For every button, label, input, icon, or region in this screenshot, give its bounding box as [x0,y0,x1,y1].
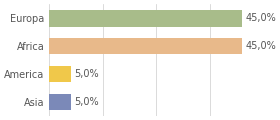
Text: 45,0%: 45,0% [245,13,276,23]
Bar [49,66,71,82]
Text: 5,0%: 5,0% [74,69,99,79]
Bar [49,10,242,27]
Bar [49,38,242,54]
Text: 45,0%: 45,0% [245,41,276,51]
Text: 5,0%: 5,0% [74,97,99,107]
Bar [49,93,71,110]
